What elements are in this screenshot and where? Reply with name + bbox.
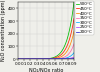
300°C: [73, 52, 75, 53]
450°C: [56, 57, 57, 58]
Legend: 500°C, 450°C, 400°C, 350°C, 300°C, 250°C, 200°C: 500°C, 450°C, 400°C, 350°C, 300°C, 250°C…: [75, 1, 94, 35]
500°C: [56, 56, 57, 57]
400°C: [56, 58, 57, 59]
Line: 400°C: 400°C: [18, 31, 74, 59]
200°C: [73, 58, 75, 59]
500°C: [62, 49, 63, 50]
Line: 450°C: 450°C: [18, 19, 74, 59]
Y-axis label: N₂O concentration (ppm): N₂O concentration (ppm): [1, 0, 6, 61]
400°C: [73, 31, 75, 32]
450°C: [62, 53, 63, 54]
350°C: [73, 43, 75, 44]
Line: 300°C: 300°C: [18, 53, 74, 59]
350°C: [62, 57, 63, 58]
Line: 500°C: 500°C: [18, 2, 74, 59]
Line: 350°C: 350°C: [18, 44, 74, 59]
500°C: [61, 51, 62, 52]
300°C: [62, 58, 63, 59]
450°C: [61, 54, 62, 55]
X-axis label: NO₂/NOx ratio: NO₂/NOx ratio: [29, 67, 63, 72]
350°C: [56, 58, 57, 59]
400°C: [62, 55, 63, 56]
450°C: [73, 18, 75, 19]
Line: 250°C: 250°C: [18, 57, 74, 59]
300°C: [61, 58, 62, 59]
500°C: [73, 2, 75, 3]
400°C: [61, 56, 62, 57]
250°C: [73, 57, 75, 58]
